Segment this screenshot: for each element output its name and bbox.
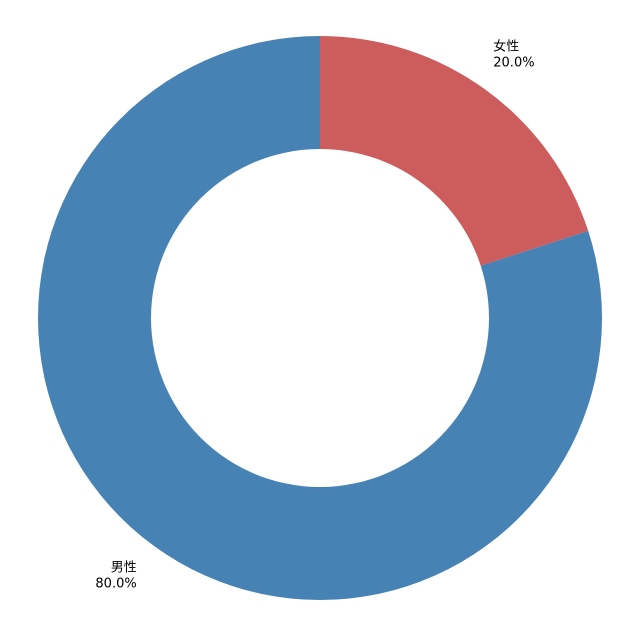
value-label: 80.0% <box>95 577 136 592</box>
slice-label: 女性 <box>493 38 519 54</box>
donut-slice <box>38 36 602 600</box>
value-label: 20.0% <box>493 55 534 70</box>
donut-slice <box>320 36 589 266</box>
slice-label: 男性 <box>111 561 137 576</box>
